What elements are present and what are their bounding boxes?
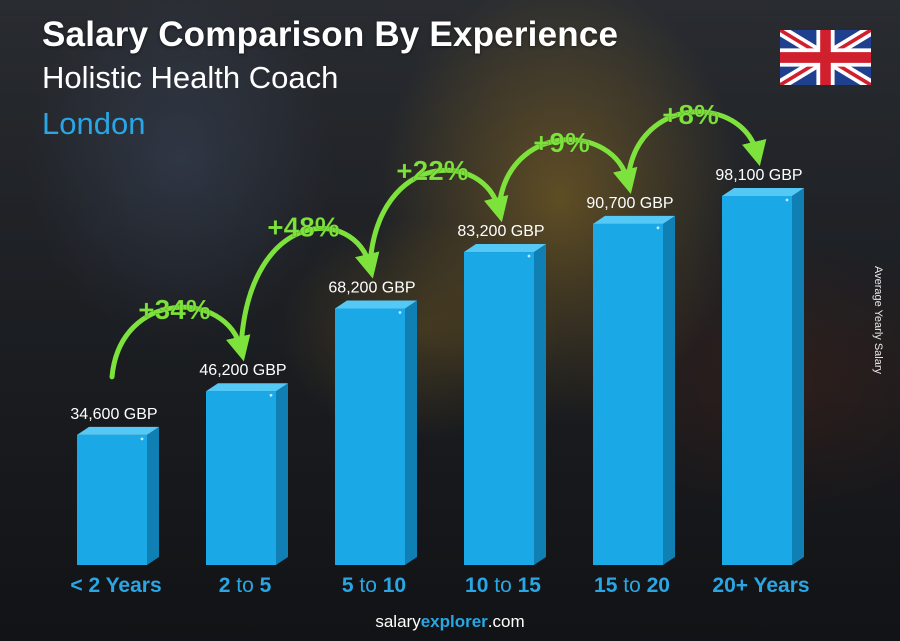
bar-top (593, 215, 675, 224)
increase-arrow-curve (496, 137, 638, 211)
bar-front (206, 391, 276, 565)
bar-top (464, 244, 546, 253)
bar-front (593, 223, 663, 565)
bar-highlight (269, 393, 273, 397)
increase-arrow-1: +48% (238, 211, 380, 350)
bar-side (405, 300, 417, 565)
increase-arrow-curve (109, 304, 251, 380)
bar-5 (722, 188, 804, 565)
bar-side (147, 426, 159, 565)
increase-arrow-2: +22% (367, 155, 509, 267)
brand-explorer: explorer (420, 612, 488, 631)
increase-arrow-0: +34% (109, 294, 251, 380)
bar-1 (206, 383, 288, 565)
bar-front (77, 434, 147, 565)
value-label-3: 83,200 GBP (457, 223, 544, 240)
increase-arrow-curve (367, 167, 509, 267)
bar-side (276, 383, 288, 565)
bar-top (722, 188, 804, 196)
brand-domain: .com (487, 612, 525, 631)
bar-front (464, 252, 534, 565)
increase-label-4: +8% (662, 99, 719, 130)
value-label-4: 90,700 GBP (586, 195, 673, 212)
bar-3 (464, 244, 546, 565)
bar-highlight (527, 254, 531, 258)
city-label: London (42, 106, 146, 141)
bar-highlight (140, 437, 144, 441)
value-label-2: 68,200 GBP (328, 279, 415, 296)
bar-highlight (398, 311, 402, 314)
category-label-0: < 2 Years (70, 574, 161, 597)
category-label-2: 5 to 10 (342, 574, 406, 597)
bar-side (792, 188, 804, 565)
increase-arrow-4: +8% (625, 99, 767, 183)
job-title: Holistic Health Coach (42, 60, 339, 95)
uk-flag-icon (780, 30, 871, 85)
increase-label-1: +48% (267, 211, 339, 242)
increase-arrow-3: +9% (496, 127, 638, 211)
bar-top (335, 300, 417, 309)
brand-salary: salary (375, 612, 421, 631)
increase-label-0: +34% (138, 294, 210, 325)
category-label-3: 10 to 15 (465, 574, 541, 597)
increase-label-2: +22% (396, 155, 468, 186)
y-axis-label-text: Average Yearly Salary (872, 265, 884, 375)
increase-label-3: +9% (533, 127, 590, 158)
header: Salary Comparison By Experience Holistic… (42, 14, 618, 144)
footer-brand: salaryexplorer.com (0, 612, 900, 632)
category-label-4: 15 to 20 (594, 574, 670, 597)
bar-highlight (785, 198, 789, 202)
increase-arrow-curve (625, 109, 767, 183)
bar-0 (77, 426, 159, 565)
chart-title: Salary Comparison By Experience (42, 15, 619, 54)
bar-side (534, 244, 546, 565)
value-label-5: 98,100 GBP (715, 167, 802, 184)
category-label-1: 2 to 5 (219, 574, 272, 597)
bar-front (722, 196, 792, 565)
bar-top (206, 383, 288, 392)
category-label-5: 20+ Years (712, 574, 809, 597)
bar-2 (335, 300, 417, 565)
value-label-1: 46,200 GBP (199, 362, 286, 379)
bar-highlight (656, 226, 660, 230)
value-label-0: 34,600 GBP (70, 406, 157, 423)
increase-arrow-curve (238, 225, 380, 350)
bar-front (335, 308, 405, 565)
bar-side (663, 215, 675, 565)
bar-top (77, 426, 159, 435)
bar-4 (593, 215, 675, 565)
